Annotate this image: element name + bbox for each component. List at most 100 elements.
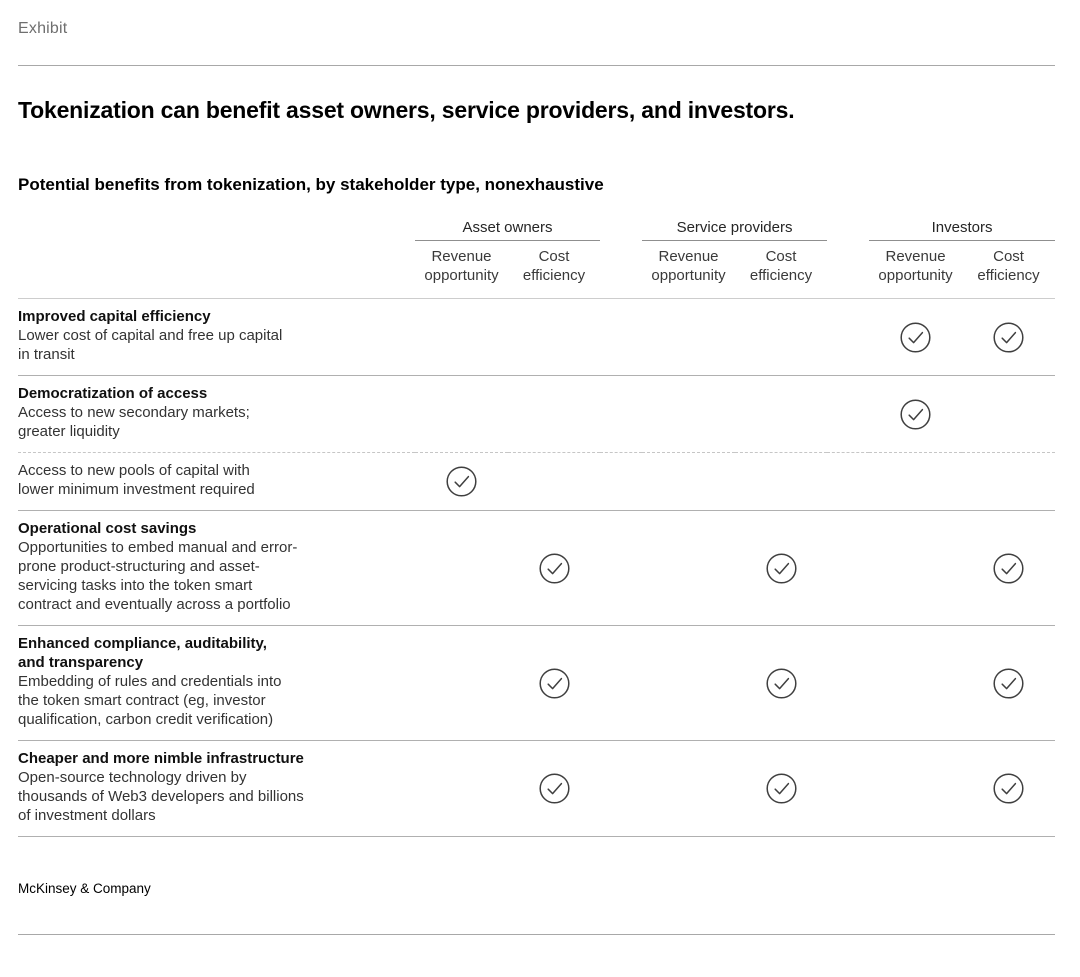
table-row: Operational cost savings Opportunities t… (18, 510, 1056, 626)
check-circle-icon (993, 321, 1024, 353)
table-row: Access to new pools of capital with lowe… (18, 452, 1056, 511)
check-cell-service-providers-cost (735, 510, 828, 626)
table-row: Democratization of access Access to new … (18, 375, 1056, 453)
check-cell-asset-owners-cost (508, 510, 601, 626)
benefit-title: Improved capital efficiency (18, 308, 211, 325)
column-gap (600, 740, 643, 837)
header-spacer (600, 240, 643, 299)
benefit-description: Access to new secondary markets; greater… (18, 404, 250, 440)
source-label: McKinsey & Company (18, 881, 151, 896)
check-cell-service-providers-revenue (642, 375, 736, 453)
header-spacer (18, 240, 415, 299)
check-cell-service-providers-revenue (642, 625, 736, 741)
check-cell-service-providers-revenue (642, 740, 736, 837)
check-cell-investors-cost (962, 298, 1056, 376)
benefits-table: Asset owners Service providers Investors… (18, 219, 1056, 837)
bottom-rule (18, 934, 1055, 935)
check-circle-icon (765, 667, 797, 699)
check-cell-asset-owners-revenue (415, 452, 508, 511)
check-cell-investors-cost (962, 740, 1056, 837)
check-cell-asset-owners-cost (508, 375, 601, 453)
check-cell-investors-cost (962, 510, 1056, 626)
check-circle-icon (993, 667, 1024, 699)
header-spacer (827, 219, 869, 241)
column-gap (827, 298, 870, 376)
sub-col-service-providers-cost: Cost efficiency (735, 240, 828, 299)
column-gap (827, 740, 870, 837)
check-circle-icon (993, 552, 1024, 584)
check-cell-investors-revenue (869, 740, 963, 837)
check-cell-asset-owners-revenue (415, 298, 508, 376)
check-circle-icon (765, 773, 797, 804)
benefit-cell: Access to new pools of capital with lowe… (18, 452, 415, 511)
check-cell-investors-revenue (869, 510, 963, 626)
check-circle-icon (900, 398, 931, 430)
benefit-description: Open-source technology driven by thousan… (18, 769, 304, 824)
check-cell-investors-cost (962, 625, 1056, 741)
sub-col-service-providers-revenue: Revenue opportunity (642, 240, 736, 299)
check-cell-asset-owners-cost (508, 452, 601, 511)
column-gap (827, 510, 870, 626)
check-cell-service-providers-cost (735, 740, 828, 837)
benefit-title: Operational cost savings (18, 520, 197, 537)
sub-col-investors-revenue: Revenue opportunity (869, 240, 963, 299)
benefit-title: Cheaper and more nimble infrastructure (18, 750, 304, 767)
benefit-description: Access to new pools of capital with lowe… (18, 462, 255, 498)
header-spacer (827, 240, 870, 299)
benefit-cell: Democratization of access Access to new … (18, 375, 415, 453)
check-cell-asset-owners-cost (508, 298, 601, 376)
column-gap (600, 452, 643, 511)
check-circle-icon (538, 552, 570, 584)
check-cell-asset-owners-cost (508, 625, 601, 741)
table-row: Enhanced compliance, auditability, and t… (18, 625, 1056, 741)
sub-col-investors-cost: Cost efficiency (962, 240, 1056, 299)
check-circle-icon (538, 773, 570, 804)
check-circle-icon (538, 667, 570, 699)
benefit-cell: Enhanced compliance, auditability, and t… (18, 625, 415, 741)
check-cell-asset-owners-revenue (415, 740, 508, 837)
benefit-title: Democratization of access (18, 385, 208, 402)
benefit-title: Enhanced compliance, auditability, and t… (18, 635, 267, 671)
check-cell-service-providers-cost (735, 375, 828, 453)
check-cell-service-providers-cost (735, 452, 828, 511)
check-circle-icon (993, 773, 1024, 804)
check-cell-service-providers-revenue (642, 510, 736, 626)
sub-col-asset-owners-revenue: Revenue opportunity (415, 240, 508, 299)
check-cell-service-providers-cost (735, 625, 828, 741)
check-cell-service-providers-cost (735, 298, 828, 376)
column-gap (600, 375, 643, 453)
column-group-asset-owners: Asset owners (415, 219, 601, 241)
check-circle-icon (900, 321, 931, 353)
header-spacer (600, 219, 642, 241)
check-circle-icon (446, 466, 477, 497)
table-row: Improved capital efficiency Lower cost o… (18, 298, 1056, 376)
exhibit-label: Exhibit (18, 20, 68, 37)
benefits-table-body: Improved capital efficiency Lower cost o… (18, 298, 1056, 837)
top-rule (18, 65, 1055, 66)
table-row: Cheaper and more nimble infrastructure O… (18, 740, 1056, 837)
benefit-cell: Operational cost savings Opportunities t… (18, 510, 415, 626)
check-cell-service-providers-revenue (642, 298, 736, 376)
sub-col-asset-owners-cost: Cost efficiency (508, 240, 601, 299)
sub-column-row: Revenue opportunity Cost efficiency Reve… (18, 240, 1056, 299)
column-group-row: Asset owners Service providers Investors (18, 219, 1056, 241)
check-cell-asset-owners-revenue (415, 375, 508, 453)
benefit-cell: Cheaper and more nimble infrastructure O… (18, 740, 415, 837)
column-group-service-providers: Service providers (642, 219, 828, 241)
benefit-cell: Improved capital efficiency Lower cost o… (18, 298, 415, 376)
check-cell-asset-owners-cost (508, 740, 601, 837)
column-group-investors: Investors (869, 219, 1056, 241)
column-gap (600, 298, 643, 376)
check-cell-service-providers-revenue (642, 452, 736, 511)
column-gap (827, 375, 870, 453)
column-gap (600, 510, 643, 626)
check-cell-investors-cost (962, 375, 1056, 453)
check-cell-investors-cost (962, 452, 1056, 511)
header-spacer (18, 219, 415, 241)
check-cell-investors-revenue (869, 375, 963, 453)
check-cell-asset-owners-revenue (415, 510, 508, 626)
page-title: Tokenization can benefit asset owners, s… (18, 97, 795, 123)
column-gap (600, 625, 643, 741)
check-cell-investors-revenue (869, 452, 963, 511)
